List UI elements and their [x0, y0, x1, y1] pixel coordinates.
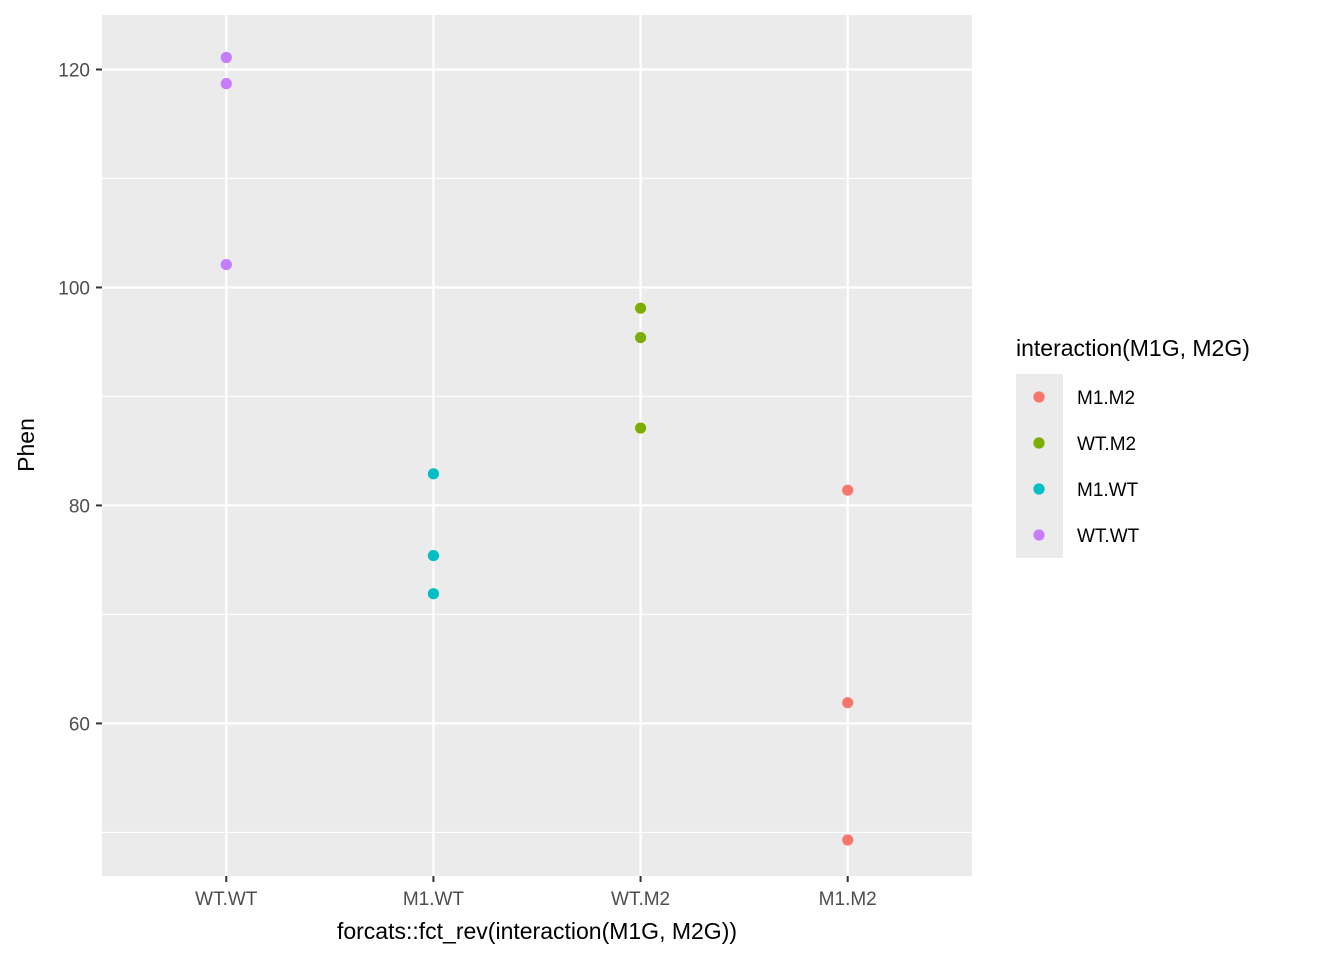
grid-minor	[102, 177, 972, 833]
legend-label: WT.M2	[1077, 434, 1136, 455]
legend-items: M1.M2 WT.M2 M1.WT WT.WT	[1033, 388, 1140, 547]
y-axis: 60 80 100 120	[58, 60, 102, 735]
x-axis-title: forcats::fct_rev(interaction(M1G, M2G))	[337, 918, 737, 944]
legend-label: M1.WT	[1077, 480, 1139, 501]
x-axis: WT.WT M1.WT WT.M2 M1.M2	[195, 876, 877, 910]
legend-key	[1033, 483, 1045, 495]
data-points	[220, 51, 854, 846]
data-point	[427, 468, 440, 480]
y-tick-label: 120	[58, 60, 90, 81]
x-tick-label: WT.WT	[195, 889, 258, 910]
data-point	[220, 51, 232, 64]
data-point	[634, 422, 647, 434]
legend-key	[1033, 391, 1045, 403]
x-tick-label: WT.M2	[611, 889, 670, 910]
data-point	[220, 258, 232, 271]
data-point	[634, 332, 647, 344]
data-point	[842, 834, 854, 846]
grid-major	[102, 15, 972, 876]
legend-key	[1033, 529, 1045, 541]
legend-key	[1033, 437, 1045, 449]
legend-key-background	[1016, 374, 1063, 558]
data-point	[842, 697, 854, 709]
plot-panel	[102, 15, 972, 876]
x-tick-label: M1.WT	[403, 889, 465, 910]
y-tick-label: 60	[69, 714, 90, 735]
data-point	[842, 484, 854, 496]
legend-label: WT.WT	[1077, 526, 1140, 547]
data-point	[427, 549, 440, 562]
data-point	[220, 78, 232, 90]
x-tick-label: M1.M2	[819, 889, 877, 910]
data-point	[427, 588, 440, 600]
y-tick-label: 100	[58, 278, 90, 299]
y-tick-label: 80	[69, 496, 90, 517]
legend-title: interaction(M1G, M2G)	[1016, 335, 1250, 361]
data-point	[634, 302, 647, 314]
y-axis-title: Phen	[13, 418, 39, 472]
legend-label: M1.M2	[1077, 388, 1135, 409]
legend: interaction(M1G, M2G) M1.M2 WT.M2 M1.WT WT.…	[1016, 335, 1250, 558]
